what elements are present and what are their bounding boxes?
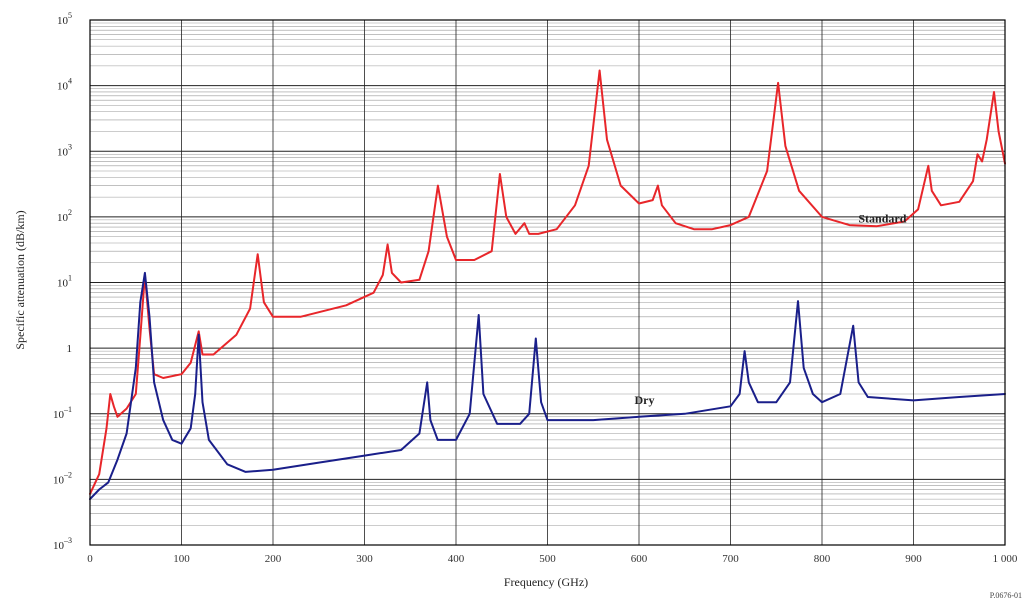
y-tick-labels: 105 104 103 102 101 1 10–1 10–2 10–3 bbox=[53, 11, 72, 552]
grid bbox=[89, 19, 1006, 546]
series-line-standard bbox=[89, 69, 1006, 495]
y-tick-label: 10–2 bbox=[53, 470, 72, 486]
x-tick-label: 900 bbox=[905, 553, 922, 565]
x-tick-label: 500 bbox=[539, 553, 556, 565]
x-tick-label: 600 bbox=[631, 553, 648, 565]
y-axis-title: Specific attenuation (dB/km) bbox=[13, 210, 27, 349]
y-tick-label: 10–1 bbox=[53, 405, 72, 421]
y-tick-label: 104 bbox=[57, 77, 72, 93]
x-tick-label: 1 000 bbox=[993, 553, 1018, 565]
x-tick-label: 400 bbox=[448, 553, 465, 565]
x-tick-labels: 0 100 200 300 400 500 600 700 800 900 1 000 bbox=[87, 553, 1018, 565]
series-line-dry bbox=[89, 271, 1006, 501]
series-label: Dry bbox=[634, 393, 654, 407]
y-tick-label: 1 bbox=[67, 343, 73, 355]
y-tick-label: 102 bbox=[57, 208, 72, 224]
x-tick-label: 800 bbox=[814, 553, 831, 565]
x-tick-label: 100 bbox=[173, 553, 190, 565]
y-tick-label: 105 bbox=[57, 11, 72, 27]
x-tick-label: 200 bbox=[265, 553, 282, 565]
plot-border bbox=[89, 19, 1006, 546]
y-tick-label: 101 bbox=[57, 274, 72, 290]
y-tick-label: 103 bbox=[57, 142, 72, 158]
x-axis-title: Frequency (GHz) bbox=[504, 575, 588, 589]
y-tick-label: 10–3 bbox=[53, 536, 72, 552]
series-label: Standard bbox=[858, 212, 906, 226]
x-tick-label: 300 bbox=[356, 553, 373, 565]
x-tick-label: 700 bbox=[722, 553, 739, 565]
annotations: Standard Dry bbox=[634, 212, 906, 408]
series-layer bbox=[89, 69, 1006, 501]
x-tick-label: 0 bbox=[87, 553, 93, 565]
figure-reference: P.0676-01 bbox=[990, 591, 1022, 600]
